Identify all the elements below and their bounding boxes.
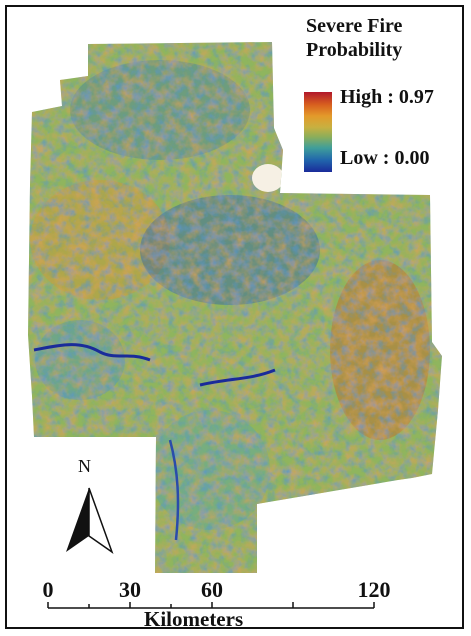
north-arrow-right-half [88, 487, 114, 554]
scale-tick-label: 60 [201, 577, 223, 602]
legend-high-label: High : 0.97 [340, 86, 434, 108]
scale-bar [47, 602, 375, 609]
drainage-line [199, 368, 276, 387]
legend-title-line1: Severe Fire [306, 15, 403, 37]
scale-unit-label: Kilometers [144, 607, 244, 631]
legend-low-label: Low : 0.00 [340, 147, 430, 169]
drainage-line [33, 343, 151, 362]
drainage-line [168, 439, 180, 541]
no-data-area [252, 164, 284, 192]
scale-tick-label: 0 [42, 577, 54, 602]
scale-tick-label: 30 [119, 577, 141, 602]
legend-color-ramp [304, 92, 332, 172]
scale-tick-label: 120 [357, 577, 391, 602]
legend-title: Severe Fire Probability [306, 14, 402, 62]
legend-title-line2: Probability [306, 39, 403, 61]
north-letter: N [78, 456, 91, 476]
north-arrow-left-half [66, 488, 89, 552]
north-arrow-icon [66, 487, 114, 554]
